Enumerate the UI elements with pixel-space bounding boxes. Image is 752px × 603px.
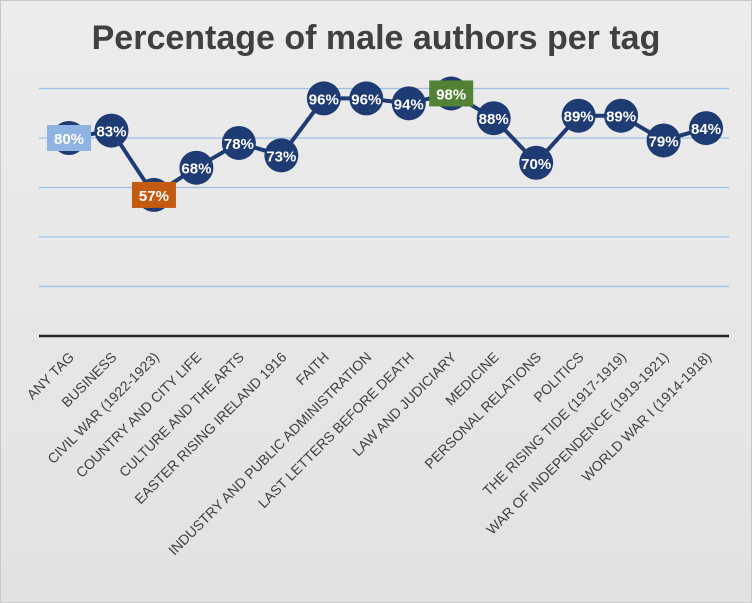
data-label: 68% [181,161,211,178]
data-label: 80% [54,131,84,148]
data-point [94,113,129,148]
data-label: 78% [224,136,254,153]
data-point [561,98,596,133]
data-point [604,98,639,133]
data-label: 70% [521,156,551,173]
data-label: 89% [564,109,594,126]
x-tick-label: LAST LETTERS BEFORE DEATH [255,349,417,511]
data-label: 57% [139,188,169,205]
data-point [476,101,511,136]
data-point [349,81,384,116]
data-point [646,123,681,158]
data-label: 79% [649,133,679,150]
data-point [519,145,554,180]
data-label: 83% [96,124,126,141]
data-point [179,150,214,185]
data-label: 84% [691,121,721,138]
data-point [306,81,341,116]
data-label: 94% [394,96,424,113]
data-label-highlight [429,80,474,107]
x-tick-label: EASTER RISING IRELAND 1916 [131,349,289,507]
x-tick-label: FAITH [293,349,332,388]
data-label: 73% [266,148,296,165]
x-tick-label: INDUSTRY AND PUBLIC ADMINISTRATION [165,349,374,558]
data-point [391,86,426,121]
data-label: 98% [436,86,466,103]
data-point [689,111,724,146]
data-label-highlight [47,125,91,151]
data-label: 88% [479,111,509,128]
data-point [264,138,299,173]
data-label: 96% [309,91,339,108]
chart-title: Percentage of male authors per tag [91,19,661,57]
data-point [221,125,256,160]
data-label: 96% [351,91,381,108]
data-label-highlight [131,181,176,208]
series-line [68,91,707,197]
data-label: 89% [606,109,636,126]
